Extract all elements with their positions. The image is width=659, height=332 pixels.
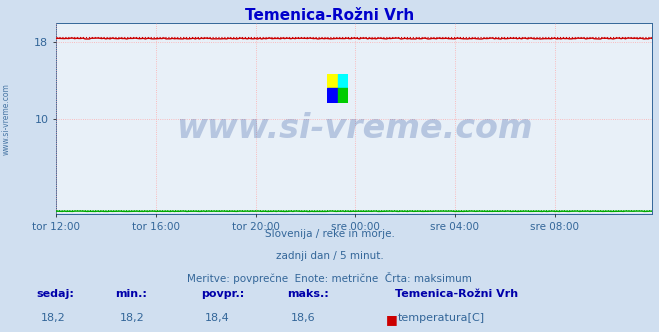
Text: zadnji dan / 5 minut.: zadnji dan / 5 minut. <box>275 251 384 261</box>
Text: Slovenija / reke in morje.: Slovenija / reke in morje. <box>264 229 395 239</box>
Bar <box>328 89 338 104</box>
Text: 18,4: 18,4 <box>205 313 230 323</box>
Text: povpr.:: povpr.: <box>201 289 244 299</box>
Bar <box>338 89 349 104</box>
Text: maks.:: maks.: <box>287 289 328 299</box>
Text: Temenica-Rožni Vrh: Temenica-Rožni Vrh <box>245 8 414 23</box>
Text: www.si-vreme.com: www.si-vreme.com <box>176 112 532 145</box>
Bar <box>338 74 349 89</box>
Text: Temenica-Rožni Vrh: Temenica-Rožni Vrh <box>395 289 519 299</box>
Text: 18,2: 18,2 <box>119 313 144 323</box>
Bar <box>328 74 338 89</box>
Text: ■: ■ <box>386 313 397 326</box>
Text: Meritve: povprečne  Enote: metrične  Črta: maksimum: Meritve: povprečne Enote: metrične Črta:… <box>187 272 472 284</box>
Text: temperatura[C]: temperatura[C] <box>397 313 484 323</box>
Text: 18,2: 18,2 <box>40 313 65 323</box>
Text: sedaj:: sedaj: <box>36 289 74 299</box>
Text: min.:: min.: <box>115 289 147 299</box>
Text: www.si-vreme.com: www.si-vreme.com <box>2 83 11 155</box>
Text: 18,6: 18,6 <box>291 313 316 323</box>
